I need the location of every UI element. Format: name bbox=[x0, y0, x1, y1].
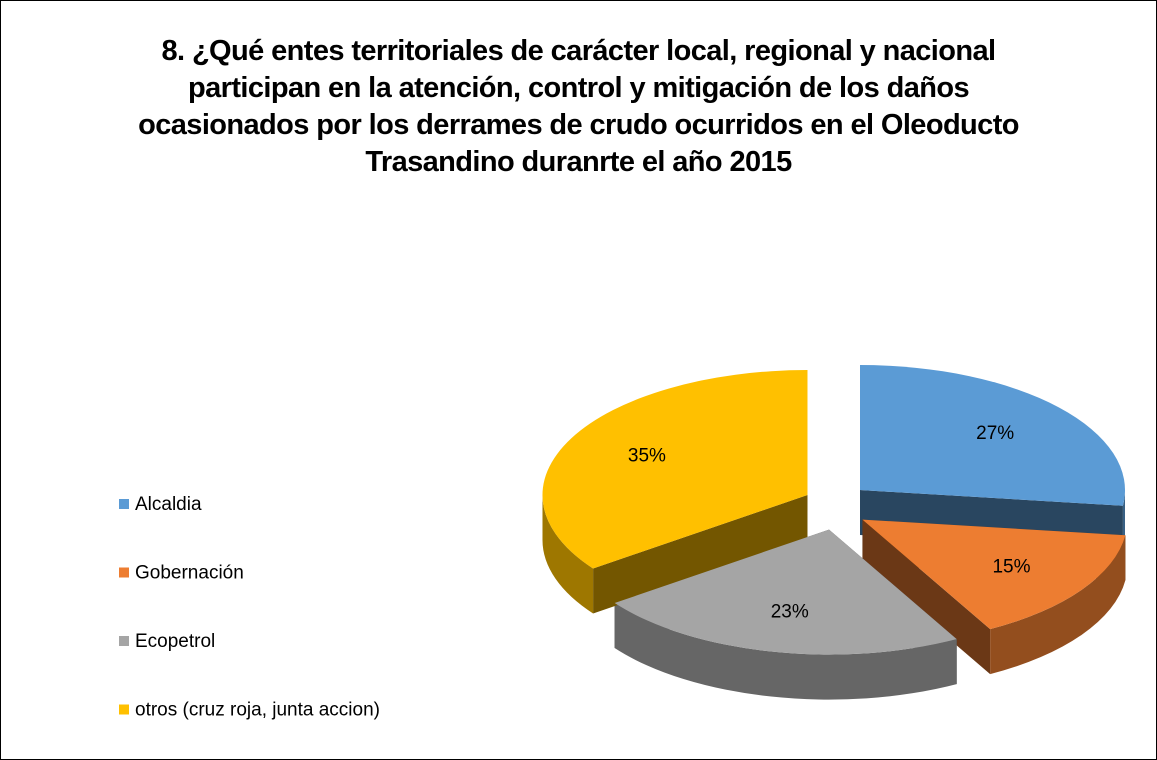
slice bbox=[862, 519, 1126, 630]
legend-label: Gobernación bbox=[135, 563, 244, 584]
legend-swatch bbox=[119, 636, 129, 646]
legend-label: otros (cruz roja, junta accion) bbox=[135, 700, 380, 721]
slice-wall bbox=[990, 535, 1126, 675]
data-label: 35% bbox=[628, 445, 666, 466]
legend-label: Alcaldia bbox=[135, 494, 202, 515]
data-label: 27% bbox=[976, 423, 1014, 444]
slice-wall bbox=[542, 495, 594, 614]
pie-tops bbox=[542, 365, 1126, 655]
slice-side bbox=[862, 519, 991, 675]
slice bbox=[614, 529, 957, 655]
legend-swatch bbox=[119, 499, 129, 509]
legend-swatch bbox=[119, 567, 129, 578]
slice bbox=[860, 365, 1126, 506]
slice-side bbox=[593, 495, 808, 614]
slice bbox=[542, 370, 808, 569]
data-label: 15% bbox=[992, 556, 1030, 577]
legend-swatch bbox=[119, 704, 129, 715]
chart-title: 8. ¿Qué entes territoriales de carácter … bbox=[138, 35, 1019, 178]
legend-label: Ecopetrol bbox=[135, 631, 215, 652]
slice-wall bbox=[614, 603, 957, 700]
data-label: 23% bbox=[771, 602, 809, 623]
